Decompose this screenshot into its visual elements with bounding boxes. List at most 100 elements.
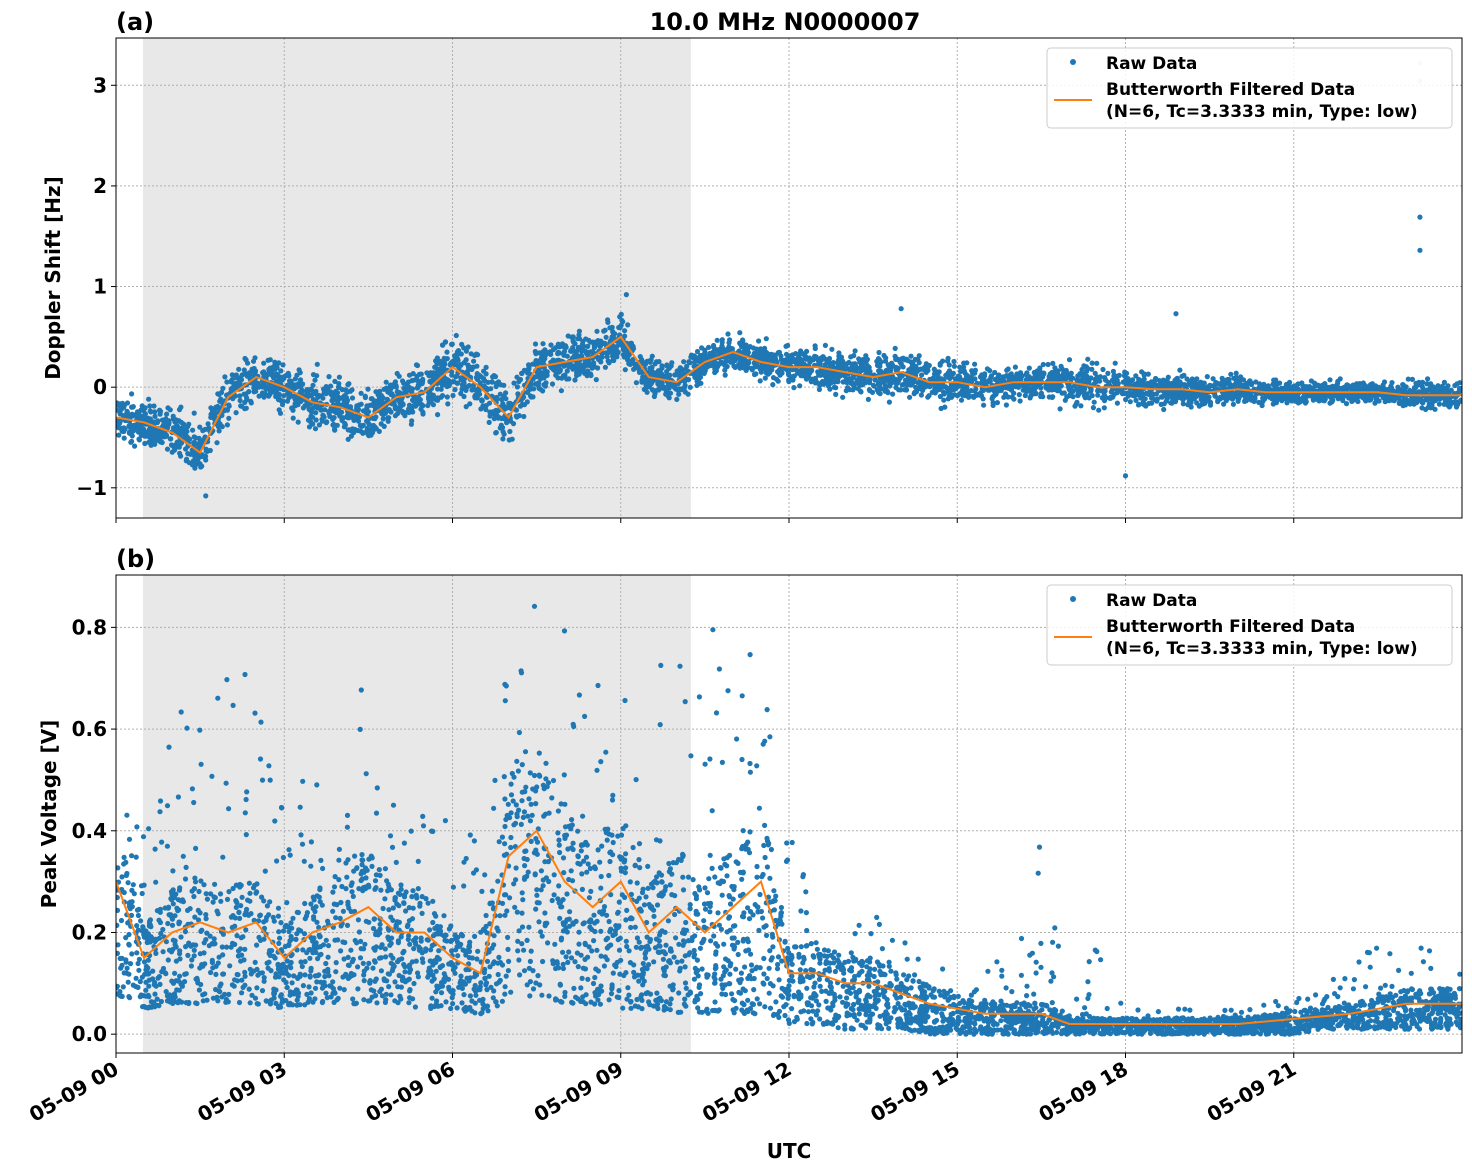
raw-point — [281, 393, 287, 399]
raw-point — [126, 413, 132, 419]
raw-point — [918, 386, 925, 392]
raw-point — [669, 360, 675, 366]
raw-point — [345, 427, 351, 433]
raw-point — [287, 380, 293, 386]
raw-point — [757, 378, 763, 384]
raw-point — [1389, 380, 1395, 386]
raw-point — [945, 370, 951, 376]
raw-point — [830, 360, 836, 366]
raw-point — [1256, 399, 1262, 405]
raw-point — [555, 341, 561, 347]
raw-point — [435, 412, 441, 418]
raw-point — [1244, 396, 1251, 402]
raw-point — [964, 360, 970, 366]
raw-point — [674, 396, 680, 402]
raw-point — [197, 439, 203, 445]
raw-point — [1057, 406, 1063, 412]
raw-point — [627, 361, 633, 367]
raw-point — [905, 358, 911, 364]
raw-point — [386, 407, 392, 413]
raw-point — [941, 391, 947, 397]
raw-point — [510, 421, 517, 427]
raw-point — [175, 428, 181, 434]
raw-point — [376, 402, 382, 408]
raw-point — [907, 394, 913, 400]
raw-point — [776, 977, 782, 983]
raw-point — [163, 432, 169, 438]
raw-point — [1038, 385, 1044, 391]
raw-point — [939, 376, 945, 382]
raw-point — [1201, 380, 1207, 386]
raw-point — [502, 841, 508, 847]
raw-point — [516, 729, 523, 736]
raw-point — [911, 391, 917, 397]
raw-point — [595, 365, 601, 371]
raw-point — [1110, 368, 1116, 374]
raw-point — [486, 419, 492, 425]
raw-point — [500, 436, 506, 442]
raw-point — [725, 331, 731, 337]
raw-point — [1044, 382, 1050, 389]
raw-point — [290, 407, 296, 413]
raw-point — [722, 367, 728, 373]
raw-point — [562, 372, 568, 378]
raw-point — [851, 353, 857, 359]
raw-point — [1052, 387, 1058, 393]
raw-point — [655, 381, 661, 387]
raw-point — [679, 958, 685, 964]
shaded-interval — [142, 575, 691, 1053]
raw-point — [271, 364, 277, 370]
raw-point — [840, 358, 846, 364]
raw-point — [1066, 357, 1073, 363]
raw-point — [454, 380, 460, 386]
raw-point — [890, 391, 896, 397]
raw-point — [564, 368, 570, 374]
raw-point — [598, 928, 604, 934]
raw-point — [486, 400, 493, 406]
raw-point — [1112, 360, 1118, 366]
raw-point — [919, 372, 925, 378]
raw-point — [409, 418, 415, 424]
raw-point — [872, 377, 878, 383]
raw-point — [1287, 379, 1293, 385]
raw-point — [681, 385, 688, 391]
raw-point — [129, 391, 135, 397]
raw-point — [981, 402, 987, 408]
raw-point — [434, 361, 440, 367]
raw-point — [487, 409, 493, 415]
raw-point — [1022, 392, 1028, 399]
raw-point — [994, 400, 1001, 406]
raw-point — [407, 941, 413, 947]
raw-point — [499, 834, 505, 840]
raw-point — [846, 359, 852, 366]
raw-point — [466, 365, 472, 371]
raw-point — [676, 391, 682, 397]
raw-point — [322, 407, 328, 413]
raw-point — [1079, 371, 1086, 377]
raw-point — [557, 368, 563, 374]
raw-point — [1413, 384, 1419, 390]
raw-point — [808, 367, 815, 374]
raw-point — [1096, 407, 1102, 413]
raw-point — [164, 446, 171, 452]
raw-point — [1070, 394, 1076, 400]
raw-point — [797, 383, 803, 389]
raw-point — [382, 410, 388, 416]
raw-point — [972, 367, 979, 373]
raw-point — [216, 428, 222, 434]
raw-point — [910, 978, 916, 984]
raw-point — [1297, 396, 1303, 402]
raw-point — [1326, 384, 1333, 390]
raw-point — [483, 406, 489, 413]
raw-point — [971, 394, 977, 400]
raw-point — [400, 378, 406, 384]
raw-point — [742, 360, 749, 366]
raw-point — [931, 366, 937, 372]
raw-point — [754, 996, 760, 1002]
raw-point — [821, 356, 828, 362]
raw-point — [785, 342, 791, 349]
raw-point — [245, 360, 251, 366]
raw-point — [763, 355, 769, 361]
raw-point — [360, 430, 366, 436]
raw-point — [272, 359, 278, 365]
